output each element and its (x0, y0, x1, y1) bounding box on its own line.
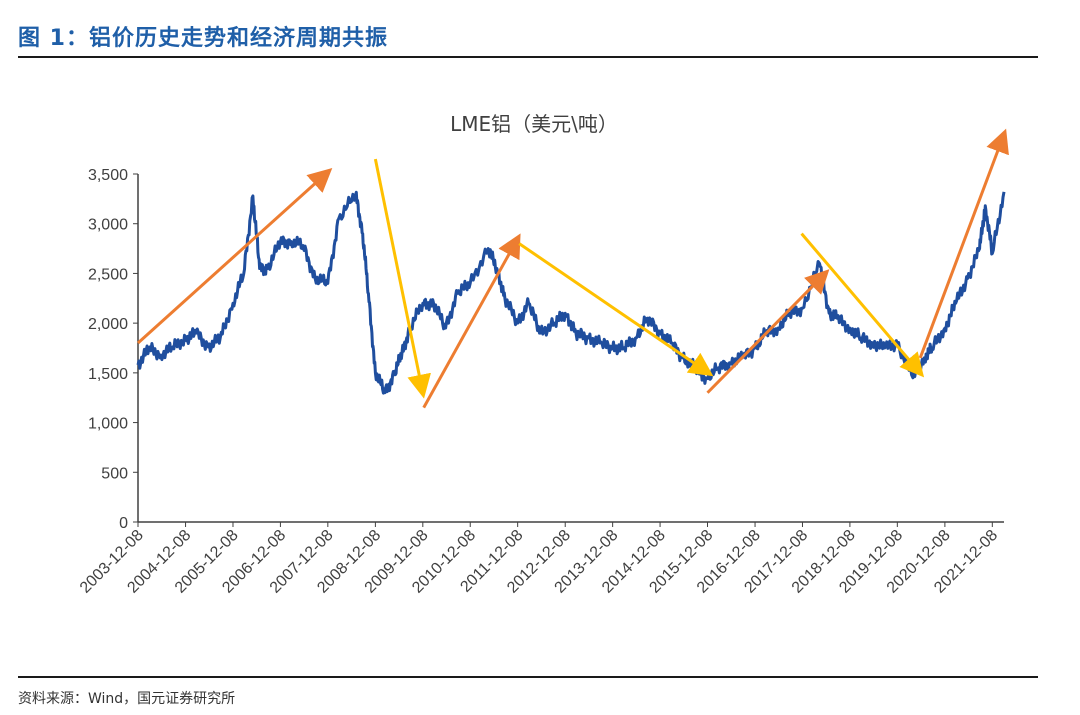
uptrend-arrow (422, 233, 521, 409)
uptrend-arrow (706, 269, 830, 394)
series-line (136, 190, 1006, 395)
y-tick-label: 3,500 (88, 167, 128, 184)
chart-title: LME铝（美元\吨） (450, 112, 618, 136)
y-tick-label: 500 (101, 465, 128, 482)
y-tick-label: 1,500 (88, 366, 128, 383)
series-group (136, 190, 1006, 395)
y-tick-label: 1,000 (88, 416, 128, 433)
downtrend-arrow (373, 158, 431, 399)
uptrend-arrow (918, 128, 1009, 359)
y-tick-label: 2,000 (88, 316, 128, 333)
uptrend-arrow (136, 167, 333, 345)
y-axis: 0 500 1,000 1,500 2,000 2,500 3,000 3,500 (88, 167, 139, 532)
y-tick-label: 3,000 (88, 217, 128, 234)
source-note: 资料来源：Wind，国元证券研究所 (18, 691, 236, 707)
x-axis: 2003-12-082004-12-082005-12-082006-12-08… (77, 521, 1004, 597)
downtrend-arrow (800, 232, 925, 378)
figure-title: 图 1：铝价历史走势和经济周期共振 (18, 26, 388, 51)
y-tick-label: 2,500 (88, 266, 128, 283)
trend-arrows (136, 128, 1009, 409)
top-rule (18, 56, 1038, 58)
y-tick-label: 0 (119, 515, 128, 532)
bottom-rule (18, 676, 1038, 678)
downtrend-arrow (518, 242, 714, 377)
